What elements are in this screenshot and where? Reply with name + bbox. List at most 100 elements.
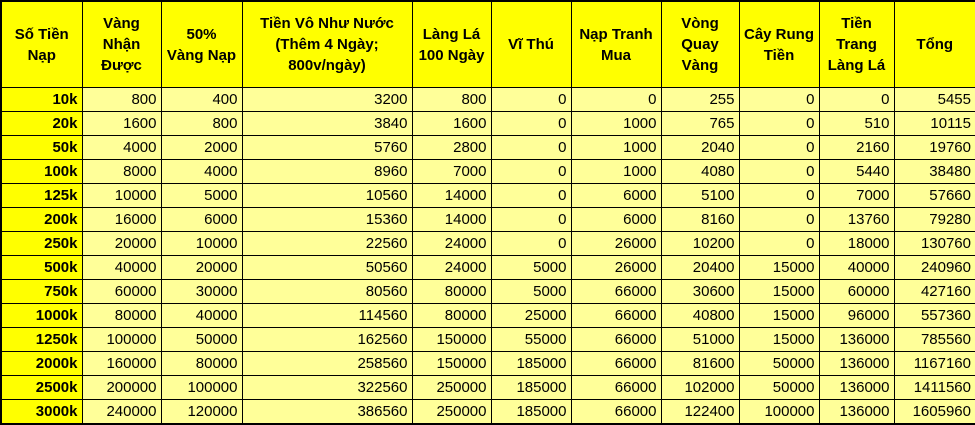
table-cell[interactable]: 0	[738, 207, 820, 232]
row-header-cell[interactable]: 10k	[0, 87, 83, 112]
table-cell[interactable]: 10115	[893, 111, 975, 136]
table-cell[interactable]: 5100	[660, 183, 740, 208]
table-cell[interactable]: 1000	[570, 159, 662, 184]
column-header[interactable]: Làng Lá 100 Ngày	[411, 0, 492, 88]
table-cell[interactable]: 386560	[241, 399, 413, 425]
table-cell[interactable]: 2000	[160, 135, 243, 160]
table-cell[interactable]: 66000	[570, 327, 662, 352]
table-cell[interactable]: 25000	[490, 303, 572, 328]
table-cell[interactable]: 4000	[160, 159, 243, 184]
table-cell[interactable]: 150000	[411, 351, 492, 376]
table-cell[interactable]: 800	[160, 111, 243, 136]
table-cell[interactable]: 5000	[490, 279, 572, 304]
table-cell[interactable]: 81600	[660, 351, 740, 376]
table-cell[interactable]: 1411560	[893, 375, 975, 400]
table-cell[interactable]: 50000	[738, 375, 820, 400]
table-cell[interactable]: 400	[160, 87, 243, 112]
row-header-cell[interactable]: 500k	[0, 255, 83, 280]
table-cell[interactable]: 1000	[570, 135, 662, 160]
table-cell[interactable]: 30000	[160, 279, 243, 304]
table-cell[interactable]: 160000	[81, 351, 162, 376]
table-cell[interactable]: 765	[660, 111, 740, 136]
table-cell[interactable]: 51000	[660, 327, 740, 352]
table-cell[interactable]: 120000	[160, 399, 243, 425]
table-cell[interactable]: 80000	[81, 303, 162, 328]
table-cell[interactable]: 10000	[81, 183, 162, 208]
table-cell[interactable]: 4080	[660, 159, 740, 184]
column-header[interactable]: Vàng Nhận Được	[81, 0, 162, 88]
table-cell[interactable]: 250000	[411, 399, 492, 425]
table-cell[interactable]: 57660	[893, 183, 975, 208]
table-cell[interactable]: 510	[818, 111, 895, 136]
table-cell[interactable]: 14000	[411, 183, 492, 208]
table-cell[interactable]: 20400	[660, 255, 740, 280]
table-cell[interactable]: 66000	[570, 375, 662, 400]
table-cell[interactable]: 55000	[490, 327, 572, 352]
column-header[interactable]: Tổng	[893, 0, 975, 88]
row-header-cell[interactable]: 250k	[0, 231, 83, 256]
table-cell[interactable]: 2040	[660, 135, 740, 160]
table-cell[interactable]: 50000	[160, 327, 243, 352]
table-cell[interactable]: 0	[738, 135, 820, 160]
table-cell[interactable]: 80000	[411, 279, 492, 304]
table-cell[interactable]: 100000	[738, 399, 820, 425]
table-cell[interactable]: 18000	[818, 231, 895, 256]
table-cell[interactable]: 6000	[570, 207, 662, 232]
table-cell[interactable]: 80000	[160, 351, 243, 376]
table-cell[interactable]: 800	[81, 87, 162, 112]
table-cell[interactable]: 24000	[411, 255, 492, 280]
table-cell[interactable]: 5000	[160, 183, 243, 208]
table-cell[interactable]: 427160	[893, 279, 975, 304]
table-cell[interactable]: 66000	[570, 279, 662, 304]
table-cell[interactable]: 66000	[570, 303, 662, 328]
table-cell[interactable]: 1600	[411, 111, 492, 136]
row-header-cell[interactable]: 200k	[0, 207, 83, 232]
row-header-cell[interactable]: 100k	[0, 159, 83, 184]
table-cell[interactable]: 26000	[570, 255, 662, 280]
table-cell[interactable]: 24000	[411, 231, 492, 256]
table-cell[interactable]: 5760	[241, 135, 413, 160]
table-cell[interactable]: 0	[738, 111, 820, 136]
table-cell[interactable]: 3840	[241, 111, 413, 136]
row-header-cell[interactable]: 50k	[0, 135, 83, 160]
column-header[interactable]: 50% Vàng Nạp	[160, 0, 243, 88]
table-cell[interactable]: 122400	[660, 399, 740, 425]
table-cell[interactable]: 785560	[893, 327, 975, 352]
column-header[interactable]: Số Tiền Nạp	[0, 0, 83, 88]
table-cell[interactable]: 79280	[893, 207, 975, 232]
column-header[interactable]: Cây Rung Tiền	[738, 0, 820, 88]
column-header[interactable]: Vòng Quay Vàng	[660, 0, 740, 88]
table-cell[interactable]: 0	[818, 87, 895, 112]
column-header[interactable]: Tiền Trang Làng Lá	[818, 0, 895, 88]
table-cell[interactable]: 3200	[241, 87, 413, 112]
table-cell[interactable]: 66000	[570, 351, 662, 376]
table-cell[interactable]: 185000	[490, 351, 572, 376]
table-cell[interactable]: 0	[490, 231, 572, 256]
table-cell[interactable]: 80560	[241, 279, 413, 304]
table-cell[interactable]: 1000	[570, 111, 662, 136]
table-cell[interactable]: 100000	[81, 327, 162, 352]
table-cell[interactable]: 322560	[241, 375, 413, 400]
table-cell[interactable]: 15360	[241, 207, 413, 232]
table-cell[interactable]: 40000	[81, 255, 162, 280]
row-header-cell[interactable]: 2000k	[0, 351, 83, 376]
table-cell[interactable]: 130760	[893, 231, 975, 256]
table-cell[interactable]: 10200	[660, 231, 740, 256]
table-cell[interactable]: 7000	[411, 159, 492, 184]
table-cell[interactable]: 162560	[241, 327, 413, 352]
table-cell[interactable]: 10000	[160, 231, 243, 256]
table-cell[interactable]: 8000	[81, 159, 162, 184]
table-cell[interactable]: 0	[490, 183, 572, 208]
table-cell[interactable]: 15000	[738, 279, 820, 304]
table-cell[interactable]: 250000	[411, 375, 492, 400]
table-cell[interactable]: 40000	[818, 255, 895, 280]
row-header-cell[interactable]: 2500k	[0, 375, 83, 400]
table-cell[interactable]: 20000	[160, 255, 243, 280]
table-cell[interactable]: 80000	[411, 303, 492, 328]
table-cell[interactable]: 40800	[660, 303, 740, 328]
table-cell[interactable]: 10560	[241, 183, 413, 208]
table-cell[interactable]: 6000	[160, 207, 243, 232]
table-cell[interactable]: 13760	[818, 207, 895, 232]
table-cell[interactable]: 50560	[241, 255, 413, 280]
table-cell[interactable]: 136000	[818, 399, 895, 425]
